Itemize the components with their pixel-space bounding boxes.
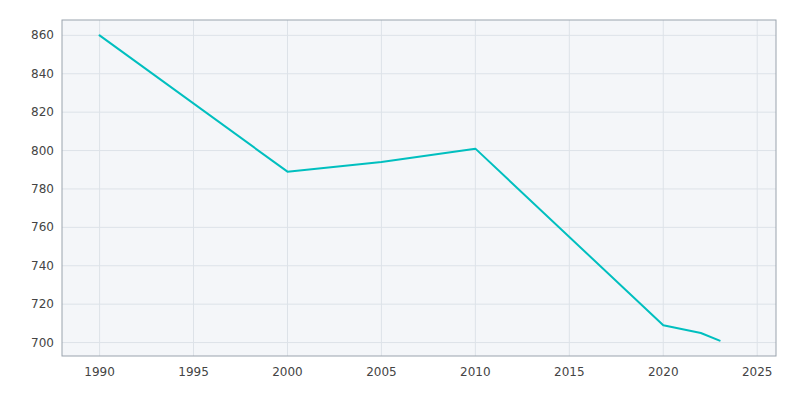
- x-grid-line: [475, 20, 476, 356]
- x-tick-label: 2015: [554, 365, 585, 379]
- grid: [62, 20, 776, 356]
- y-tick-label: 760: [31, 220, 54, 234]
- chart: 1990 1995 2000 2005 2010 2015 2020 2025 700 720 74…: [0, 0, 800, 400]
- x-grid-line: [663, 20, 664, 356]
- y-tick-label: 860: [31, 28, 54, 42]
- x-tick-label: 2000: [272, 365, 303, 379]
- chart-container: 1990 1995 2000 2005 2010 2015 2020 2025 700 720 74…: [0, 0, 800, 400]
- x-tick-label: 2005: [366, 365, 397, 379]
- data-layer: [100, 35, 720, 340]
- y-tick-label: 700: [31, 336, 54, 350]
- line: [100, 35, 720, 340]
- x-tick-label: 1995: [178, 365, 209, 379]
- plot-background: [62, 20, 776, 356]
- y-grid-line: [62, 112, 776, 113]
- x-grid-line: [193, 20, 194, 356]
- y-tick-label: 720: [31, 297, 54, 311]
- y-tick-label: 820: [31, 105, 54, 119]
- y-tick-label: 800: [31, 144, 54, 158]
- y-grid-line: [62, 188, 776, 189]
- y-grid-line: [62, 35, 776, 36]
- x-tick-label: 2020: [648, 365, 679, 379]
- y-grid-line: [62, 304, 776, 305]
- y-grid-line: [62, 227, 776, 228]
- y-tick-label: 780: [31, 182, 54, 196]
- x-grid-line: [569, 20, 570, 356]
- x-grid-line: [381, 20, 382, 356]
- x-tick-label: 1990: [84, 365, 115, 379]
- y-tick-label: 740: [31, 259, 54, 273]
- x-grid-line: [99, 20, 100, 356]
- x-grid-line: [757, 20, 758, 356]
- y-grid-line: [62, 342, 776, 343]
- x-grid-line: [287, 20, 288, 356]
- plot-frame: [62, 20, 776, 356]
- y-grid-line: [62, 265, 776, 266]
- tick-labels: 1990 1995 2000 2005 2010 2015 2020 2025 700 720 74…: [31, 28, 772, 379]
- x-tick-label: 2025: [742, 365, 773, 379]
- x-tick-label: 2010: [460, 365, 491, 379]
- y-grid-line: [62, 73, 776, 74]
- y-tick-label: 840: [31, 67, 54, 81]
- y-grid-line: [62, 150, 776, 151]
